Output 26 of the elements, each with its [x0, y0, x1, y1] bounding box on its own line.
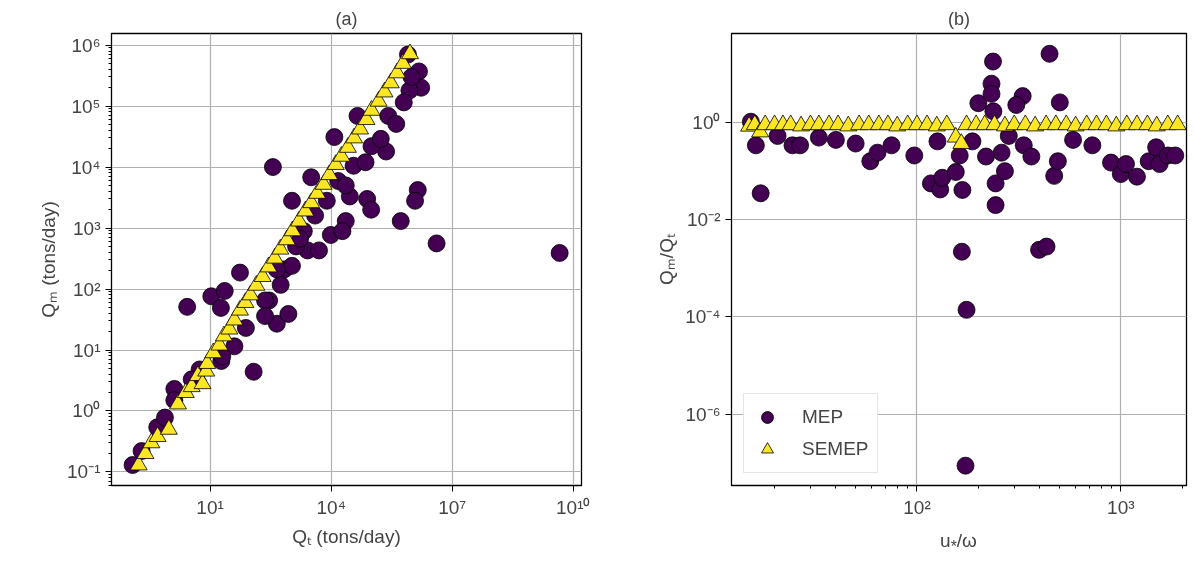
legend-label: SEMEP: [802, 438, 869, 460]
y-tick-label: 10⁻⁶: [685, 403, 721, 425]
y-tick-label: 10²: [73, 278, 101, 300]
y-tick-label: 10⁴: [71, 156, 101, 178]
chart-title: (a): [335, 8, 358, 29]
y-tick-label: 10¹: [73, 339, 101, 361]
y-tick-label: 10⁻²: [687, 209, 721, 231]
x-tick-label: 10¹⁰: [556, 496, 591, 518]
x-tick-label: 10¹: [196, 496, 224, 518]
y-tick-label: 10⁻¹: [67, 461, 101, 483]
y-tick-label: 10⁰: [72, 400, 101, 422]
y-axis-title: Qₘ (tons/day): [38, 201, 60, 318]
chart-title: (b): [948, 8, 970, 29]
x-tick-label: 10⁷: [438, 496, 467, 518]
x-tick-label: 10²: [903, 496, 931, 518]
y-tick-label: 10³: [73, 217, 101, 239]
x-tick-label: 10³: [1107, 496, 1135, 518]
y-tick-label: 10⁻⁴: [685, 306, 721, 328]
x-axis-title: u$_{*}$/ω: [940, 529, 977, 557]
y-tick-label: 10⁶: [71, 34, 101, 56]
legend-label: MEP: [802, 406, 844, 428]
y-tick-label: 10⁵: [71, 95, 101, 117]
y-axis-title: Qₘ/Qₜ: [656, 233, 678, 285]
x-tick-label: 10⁴: [316, 496, 346, 518]
y-tick-label: 10⁰: [692, 112, 721, 134]
x-axis-title: Qₜ (tons/day): [292, 525, 401, 547]
